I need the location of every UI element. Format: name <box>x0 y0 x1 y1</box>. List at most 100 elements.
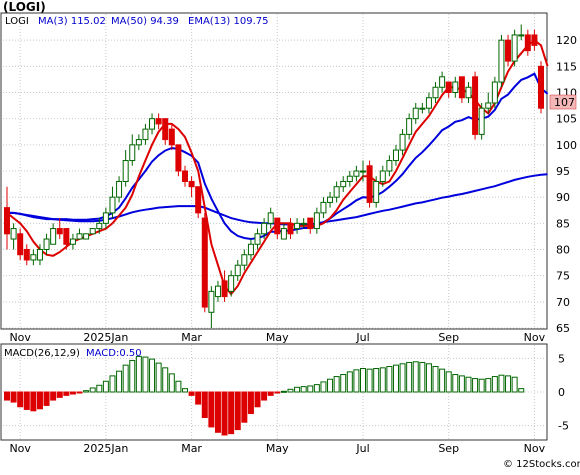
macd-bar <box>333 376 340 393</box>
macd-bar <box>188 391 195 396</box>
macd-bar <box>472 378 479 393</box>
candle-body <box>313 212 320 230</box>
price-tick-label: 85 <box>556 217 570 230</box>
macd-bar <box>83 390 90 393</box>
macd-x-tick-label: Jul <box>355 442 369 455</box>
candle-body <box>122 160 129 182</box>
chart-title: (LOGI) <box>3 0 46 14</box>
macd-bar <box>116 370 123 393</box>
candle-body <box>333 186 340 198</box>
macd-bar <box>419 361 426 393</box>
candle-body <box>478 107 485 135</box>
price-tick-label: 95 <box>556 165 570 178</box>
price-tick-label: 80 <box>556 244 570 257</box>
macd-bar <box>491 376 498 393</box>
candle-body <box>89 228 96 235</box>
candle-body <box>491 81 498 104</box>
macd-bar <box>360 368 366 393</box>
macd-bar <box>386 365 393 393</box>
candle-body <box>162 118 169 141</box>
macd-bar <box>505 375 512 393</box>
price-tick-label: 90 <box>556 191 570 204</box>
candle-body <box>221 280 228 298</box>
candle-body <box>472 76 479 135</box>
macd-bars <box>4 355 525 436</box>
candle-body <box>531 34 538 46</box>
macd-x-tick-label: Nov <box>9 442 31 455</box>
candle-body <box>23 249 30 261</box>
candle-body <box>406 118 413 135</box>
candle-body <box>228 275 235 292</box>
macd-bar <box>254 391 261 408</box>
macd-bar <box>392 364 399 393</box>
candle-body <box>366 165 373 203</box>
macd-bar <box>340 374 347 393</box>
macd-bar <box>149 358 156 393</box>
macd-bar <box>300 386 307 393</box>
candle-body <box>56 228 63 235</box>
macd-bar <box>280 390 287 393</box>
candle-body <box>116 180 123 198</box>
macd-bar <box>373 368 380 393</box>
macd-bar <box>63 391 70 396</box>
macd-bar <box>89 387 96 393</box>
macd-tick-label: 5 <box>558 352 565 365</box>
legend-ma3: MA(3) 115.02 <box>38 16 106 27</box>
macd-bar <box>175 380 182 393</box>
macd-bar <box>43 391 50 406</box>
macd-bar <box>122 364 129 393</box>
candle-body <box>346 175 353 182</box>
candle-body <box>214 285 221 298</box>
candle-body <box>280 228 287 240</box>
candle-body <box>452 81 459 93</box>
macd-bar <box>135 355 142 393</box>
candle-body <box>425 97 432 109</box>
candle-body <box>412 107 419 120</box>
macd-legend-label: MACD(26,12,9) <box>4 348 80 359</box>
macd-bar <box>294 386 301 393</box>
price-x-tick-label: 2025Jan <box>83 331 128 344</box>
macd-bar <box>478 378 485 393</box>
macd-y-axis: -5 0 5 <box>558 352 569 432</box>
price-tag: 107 <box>554 96 575 109</box>
macd-bar <box>76 391 83 394</box>
candle-body <box>432 86 439 99</box>
candle-body <box>155 118 162 125</box>
macd-bar <box>366 368 373 393</box>
candle-body <box>445 81 452 93</box>
candle-body <box>485 102 492 109</box>
candle-body <box>373 180 380 203</box>
macd-bar <box>518 388 525 393</box>
macd-bar <box>36 391 43 410</box>
macd-x-tick-label: 2025Jan <box>83 442 128 455</box>
macd-bar <box>458 375 465 393</box>
price-tick-label: 70 <box>556 296 570 309</box>
macd-tick-label: -5 <box>558 420 569 433</box>
candle-body <box>63 228 70 245</box>
macd-bar <box>195 391 202 405</box>
candle-body <box>439 76 446 88</box>
candle-body <box>518 34 525 37</box>
candle-body <box>465 86 472 99</box>
candle-body <box>241 254 248 266</box>
price-tick-label: 115 <box>556 60 577 73</box>
candle-body <box>340 180 347 188</box>
macd-bar <box>142 356 149 393</box>
candles <box>4 24 544 328</box>
price-tick-label: 100 <box>556 139 577 152</box>
candle-body <box>254 233 261 245</box>
candle-body <box>360 170 366 173</box>
legend-ma50: MA(50) 94.39 <box>111 16 179 27</box>
candle-body <box>168 128 175 146</box>
macd-bar <box>445 371 452 393</box>
candle-body <box>261 222 268 235</box>
candle-body <box>300 222 307 225</box>
macd-bar <box>168 373 175 393</box>
macd-bar <box>10 391 17 403</box>
candle-body <box>135 139 142 146</box>
candle-body <box>524 34 531 52</box>
candle-body <box>392 149 399 162</box>
macd-x-tick-label: May <box>266 442 289 455</box>
